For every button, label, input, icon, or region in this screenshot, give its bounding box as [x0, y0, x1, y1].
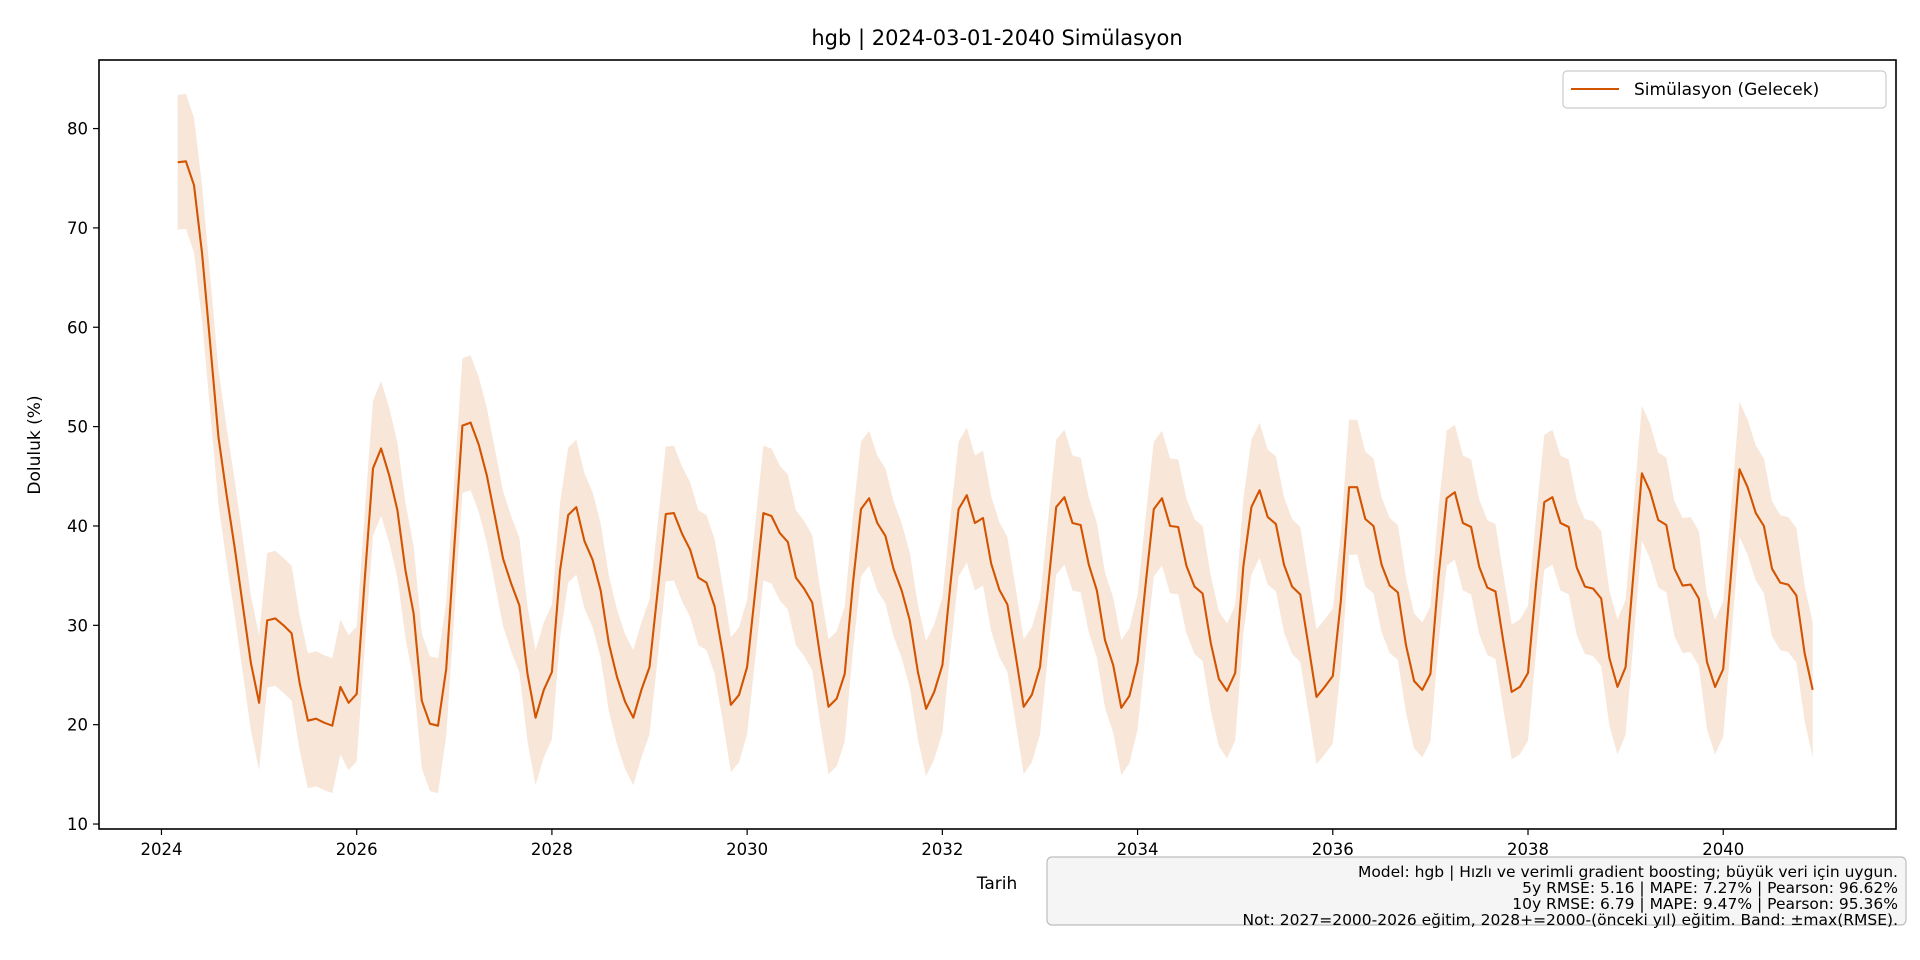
- y-axis-label: Doluluk (%): [25, 395, 45, 494]
- axes-frame: [98, 59, 1897, 830]
- info-line-10y: 10y RMSE: 6.79 | MAPE: 9.47% | Pearson: …: [1512, 895, 1898, 913]
- x-tick-label: 2036: [1312, 840, 1354, 859]
- y-tick-label: 40: [67, 517, 88, 536]
- y-tick-label: 80: [67, 120, 88, 139]
- x-axis-label: Tarih: [976, 874, 1017, 894]
- info-line-model: Model: hgb | Hızlı ve verimli gradient b…: [1358, 863, 1898, 881]
- confidence-band: [177, 93, 1813, 794]
- x-tick-label: 2024: [140, 840, 182, 859]
- series-line: [177, 160, 1814, 727]
- y-tick-label: 70: [67, 219, 88, 238]
- y-tick-label: 50: [67, 418, 88, 437]
- x-tick-label: 2028: [531, 840, 573, 859]
- plot-area: [177, 93, 1814, 794]
- legend-box: [1562, 70, 1887, 109]
- chart-title: hgb | 2024-03-01-2040 Simülasyon: [811, 26, 1182, 51]
- info-line-note: Not: 2027=2000-2026 eğitim, 2028+=2000-(…: [1242, 911, 1898, 929]
- y-axis: 10 20 30 40 50 60 70 80: [67, 120, 99, 834]
- x-tick-label: 2038: [1507, 840, 1549, 859]
- y-tick-label: 60: [67, 318, 88, 337]
- x-tick-label: 2030: [726, 840, 768, 859]
- legend-label: Simülasyon (Gelecek): [1634, 80, 1819, 100]
- x-axis: 2024 2026 2028 2030 2032 2034 2036 2038 2040: [140, 829, 1744, 859]
- y-tick-label: 30: [67, 616, 88, 635]
- x-tick-label: 2034: [1117, 840, 1159, 859]
- x-tick-label: 2040: [1702, 840, 1744, 859]
- info-box-background: [1046, 856, 1907, 926]
- x-tick-label: 2032: [921, 840, 963, 859]
- x-tick-label: 2026: [336, 840, 378, 859]
- info-box: Model: hgb | Hızlı ve verimli gradient b…: [1046, 856, 1907, 929]
- y-tick-label: 10: [67, 815, 88, 834]
- legend: Simülasyon (Gelecek): [1562, 70, 1887, 109]
- y-tick-label: 20: [67, 716, 88, 735]
- info-line-5y: 5y RMSE: 5.16 | MAPE: 7.27% | Pearson: 9…: [1522, 879, 1898, 897]
